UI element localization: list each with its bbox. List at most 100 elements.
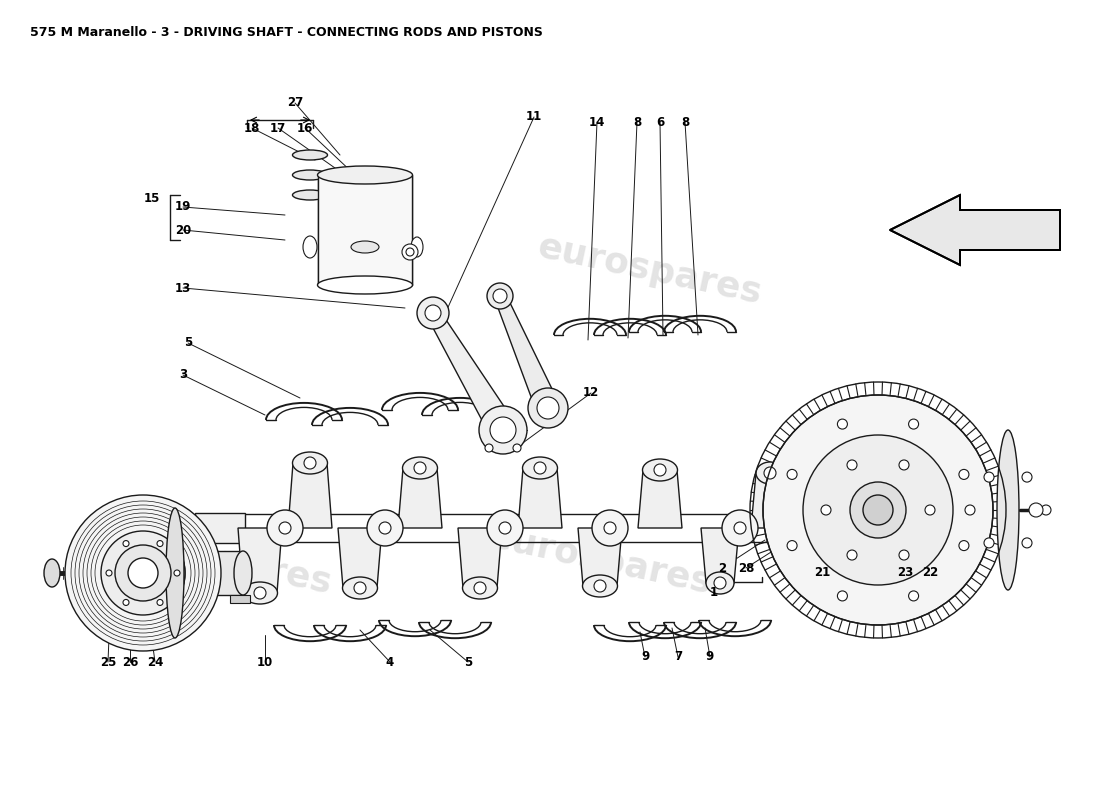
Polygon shape [338, 528, 382, 588]
Circle shape [1022, 538, 1032, 548]
Text: 25: 25 [100, 655, 117, 669]
Text: eurospares: eurospares [104, 520, 336, 600]
Text: 18: 18 [244, 122, 261, 134]
Circle shape [157, 599, 163, 606]
Text: 2: 2 [718, 562, 726, 574]
Text: 28: 28 [738, 562, 755, 574]
Text: 27: 27 [287, 97, 304, 110]
Ellipse shape [302, 236, 317, 258]
Circle shape [654, 464, 666, 476]
Text: 5: 5 [184, 337, 192, 350]
Text: 22: 22 [922, 566, 938, 579]
Circle shape [499, 522, 512, 534]
Circle shape [254, 587, 266, 599]
Circle shape [837, 419, 847, 429]
Circle shape [478, 406, 527, 454]
Ellipse shape [706, 572, 734, 594]
Circle shape [959, 470, 969, 479]
Ellipse shape [44, 559, 60, 587]
Circle shape [101, 531, 185, 615]
Text: 8: 8 [681, 115, 689, 129]
Ellipse shape [997, 430, 1019, 590]
Circle shape [267, 510, 303, 546]
Circle shape [850, 482, 906, 538]
Circle shape [354, 582, 366, 594]
Ellipse shape [234, 551, 252, 595]
Circle shape [490, 417, 516, 443]
Text: 11: 11 [526, 110, 542, 123]
Circle shape [174, 570, 180, 576]
Polygon shape [398, 468, 442, 528]
Circle shape [534, 462, 546, 474]
Circle shape [594, 580, 606, 592]
Text: 1: 1 [710, 586, 718, 598]
Text: 5: 5 [464, 655, 472, 669]
Circle shape [592, 510, 628, 546]
Ellipse shape [342, 577, 377, 599]
Circle shape [417, 297, 449, 329]
Ellipse shape [403, 457, 438, 479]
Polygon shape [458, 528, 502, 588]
Ellipse shape [242, 582, 277, 604]
Text: 10: 10 [257, 655, 273, 669]
Circle shape [406, 248, 414, 256]
Circle shape [106, 570, 112, 576]
Polygon shape [288, 463, 332, 528]
Circle shape [123, 541, 129, 546]
Ellipse shape [462, 577, 497, 599]
Circle shape [847, 550, 857, 560]
Text: eurospares: eurospares [485, 520, 715, 600]
Polygon shape [701, 528, 739, 583]
Circle shape [864, 495, 893, 525]
Polygon shape [495, 294, 559, 413]
Circle shape [487, 510, 522, 546]
Text: 7: 7 [674, 650, 682, 663]
Circle shape [803, 435, 953, 585]
Circle shape [367, 510, 403, 546]
Circle shape [1028, 503, 1043, 517]
Polygon shape [751, 473, 789, 528]
Ellipse shape [293, 150, 328, 160]
Text: 4: 4 [386, 655, 394, 669]
Text: 19: 19 [175, 201, 191, 214]
Circle shape [1022, 472, 1032, 482]
Text: 24: 24 [146, 655, 163, 669]
Ellipse shape [293, 452, 328, 474]
Circle shape [123, 599, 129, 606]
Ellipse shape [167, 551, 185, 595]
Text: 23: 23 [896, 566, 913, 579]
Ellipse shape [642, 459, 678, 481]
Text: 3: 3 [179, 369, 187, 382]
Circle shape [1041, 505, 1050, 515]
Circle shape [764, 467, 776, 479]
Circle shape [116, 545, 170, 601]
Circle shape [734, 522, 746, 534]
Circle shape [909, 591, 918, 601]
Circle shape [821, 505, 830, 515]
Circle shape [984, 472, 994, 482]
Polygon shape [578, 528, 621, 586]
Circle shape [788, 470, 798, 479]
Ellipse shape [411, 237, 424, 257]
Text: 8: 8 [632, 115, 641, 129]
Ellipse shape [293, 190, 328, 200]
Text: 9: 9 [706, 650, 714, 663]
Polygon shape [176, 551, 243, 595]
Circle shape [909, 419, 918, 429]
Ellipse shape [318, 276, 412, 294]
Polygon shape [318, 175, 412, 285]
Circle shape [837, 591, 847, 601]
Text: 16: 16 [297, 122, 313, 134]
Text: 6: 6 [656, 115, 664, 129]
Ellipse shape [522, 457, 558, 479]
Polygon shape [238, 528, 282, 593]
Ellipse shape [351, 241, 380, 253]
Circle shape [528, 388, 568, 428]
Ellipse shape [756, 462, 784, 484]
Text: 21: 21 [814, 566, 830, 579]
Polygon shape [518, 468, 562, 528]
Circle shape [763, 395, 993, 625]
Circle shape [157, 541, 163, 546]
Circle shape [788, 541, 798, 550]
Circle shape [899, 460, 909, 470]
